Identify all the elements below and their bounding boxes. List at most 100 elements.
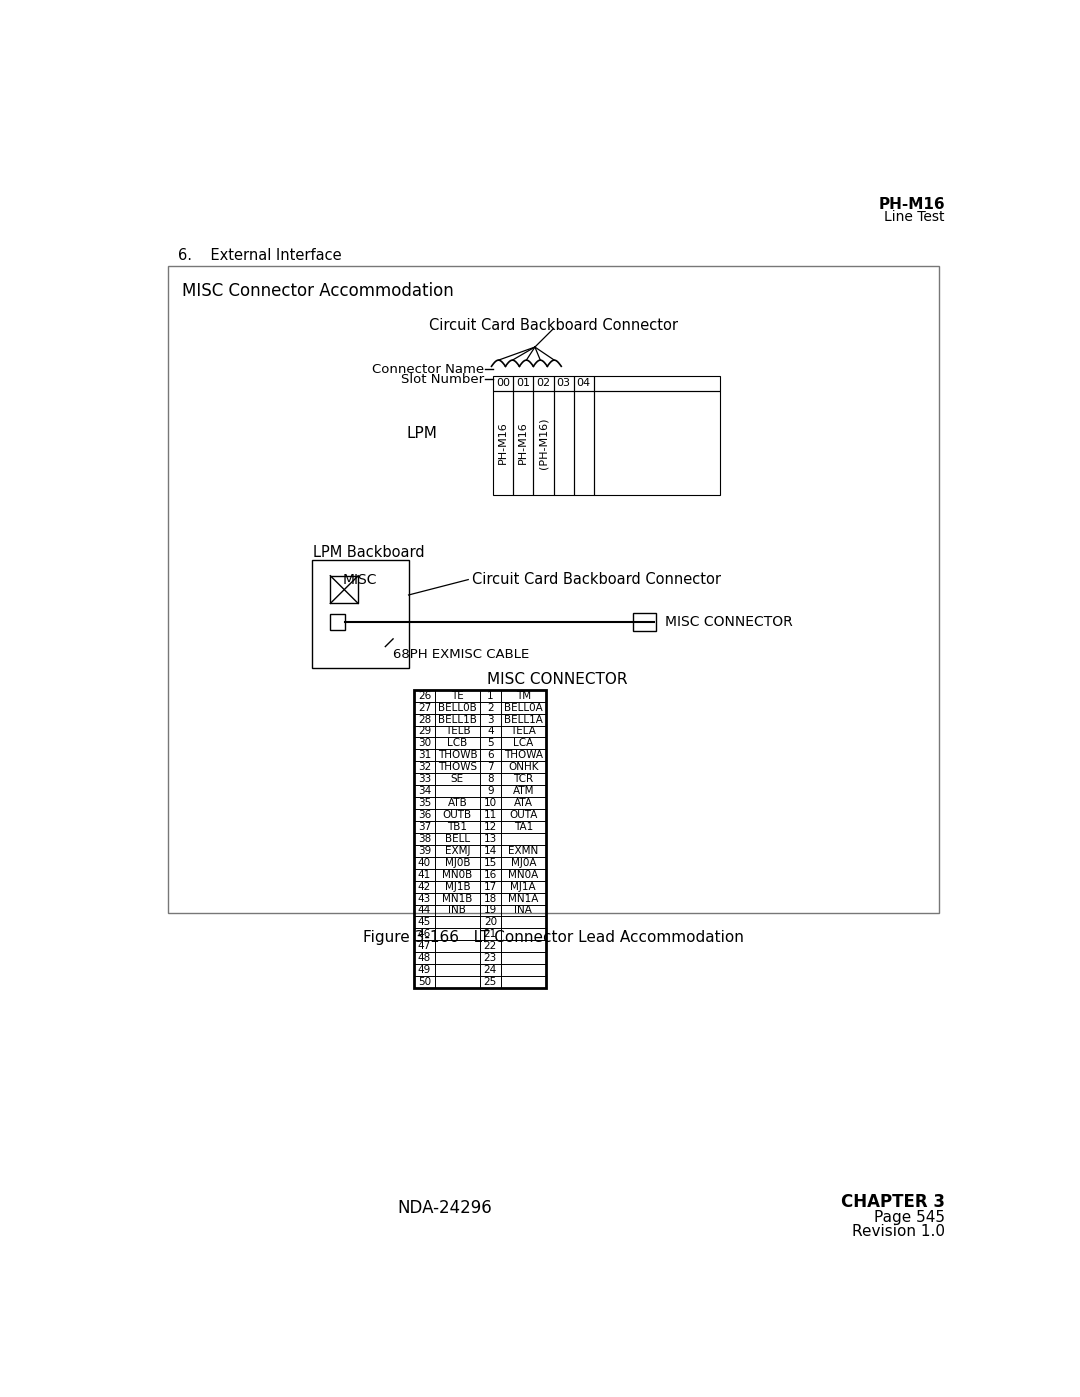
Text: 45: 45 bbox=[418, 918, 431, 928]
Text: 14: 14 bbox=[484, 845, 497, 856]
Text: TA1: TA1 bbox=[514, 821, 532, 833]
Bar bbox=[480, 738, 501, 749]
Text: 8: 8 bbox=[487, 774, 494, 784]
Bar bbox=[494, 376, 513, 391]
Bar bbox=[501, 738, 545, 749]
Text: TCR: TCR bbox=[513, 774, 534, 784]
Text: 1: 1 bbox=[487, 690, 494, 701]
Bar bbox=[501, 893, 545, 904]
Text: 32: 32 bbox=[418, 763, 431, 773]
Bar bbox=[480, 880, 501, 893]
Bar bbox=[414, 821, 435, 833]
Bar bbox=[501, 725, 545, 738]
Bar bbox=[501, 869, 545, 880]
Text: MN0A: MN0A bbox=[509, 870, 539, 880]
Bar bbox=[501, 761, 545, 774]
Bar bbox=[513, 376, 534, 391]
Bar bbox=[480, 725, 501, 738]
Text: 50: 50 bbox=[418, 977, 431, 988]
Bar bbox=[414, 833, 435, 845]
Bar bbox=[554, 376, 573, 391]
Bar bbox=[414, 964, 435, 977]
Bar bbox=[534, 391, 554, 495]
Text: 23: 23 bbox=[484, 953, 497, 964]
Bar bbox=[435, 761, 480, 774]
Text: 46: 46 bbox=[418, 929, 431, 939]
Bar bbox=[330, 576, 359, 604]
Text: TB1: TB1 bbox=[447, 821, 468, 833]
Bar bbox=[435, 893, 480, 904]
Text: 2: 2 bbox=[487, 703, 494, 712]
Text: 6.    External Interface: 6. External Interface bbox=[177, 249, 341, 264]
Bar bbox=[501, 809, 545, 821]
Text: THOWA: THOWA bbox=[503, 750, 543, 760]
Bar bbox=[480, 904, 501, 916]
Bar bbox=[414, 929, 435, 940]
Text: 18: 18 bbox=[484, 894, 497, 904]
Bar bbox=[312, 560, 408, 668]
Bar bbox=[513, 391, 534, 495]
Bar bbox=[501, 940, 545, 953]
Bar bbox=[435, 833, 480, 845]
Bar bbox=[435, 714, 480, 725]
Text: Page 545: Page 545 bbox=[874, 1210, 945, 1225]
Text: Slot Number: Slot Number bbox=[401, 373, 484, 386]
Bar bbox=[435, 749, 480, 761]
Text: 29: 29 bbox=[418, 726, 431, 736]
Bar bbox=[414, 798, 435, 809]
Text: BELL1A: BELL1A bbox=[504, 714, 543, 725]
Text: 39: 39 bbox=[418, 845, 431, 856]
Bar bbox=[480, 821, 501, 833]
Text: Revision 1.0: Revision 1.0 bbox=[852, 1224, 945, 1239]
Bar bbox=[414, 845, 435, 856]
Bar bbox=[414, 880, 435, 893]
Bar bbox=[501, 916, 545, 929]
Text: BELL0B: BELL0B bbox=[438, 703, 476, 712]
Text: OUTA: OUTA bbox=[509, 810, 538, 820]
Text: LPM: LPM bbox=[406, 426, 437, 441]
Bar bbox=[501, 690, 545, 701]
Bar bbox=[554, 391, 573, 495]
Bar bbox=[480, 964, 501, 977]
Text: 02: 02 bbox=[537, 379, 551, 388]
Bar bbox=[501, 785, 545, 798]
Bar bbox=[594, 376, 720, 391]
Bar bbox=[480, 690, 501, 701]
Text: 22: 22 bbox=[484, 942, 497, 951]
Text: MN1A: MN1A bbox=[508, 894, 539, 904]
Text: 36: 36 bbox=[418, 810, 431, 820]
Bar bbox=[480, 869, 501, 880]
Text: 17: 17 bbox=[484, 882, 497, 891]
Text: 37: 37 bbox=[418, 821, 431, 833]
Text: BELL: BELL bbox=[445, 834, 470, 844]
Text: 26: 26 bbox=[418, 690, 431, 701]
Bar bbox=[501, 880, 545, 893]
Text: THOWB: THOWB bbox=[437, 750, 477, 760]
Bar bbox=[435, 738, 480, 749]
Text: 43: 43 bbox=[418, 894, 431, 904]
Text: INA: INA bbox=[514, 905, 532, 915]
Text: 10: 10 bbox=[484, 798, 497, 807]
Bar bbox=[501, 845, 545, 856]
Text: 48: 48 bbox=[418, 953, 431, 964]
Text: 42: 42 bbox=[418, 882, 431, 891]
Text: BELL1B: BELL1B bbox=[438, 714, 477, 725]
Text: (PH-M16): (PH-M16) bbox=[539, 418, 549, 468]
Text: 38: 38 bbox=[418, 834, 431, 844]
Bar bbox=[435, 798, 480, 809]
Bar bbox=[480, 893, 501, 904]
Text: ATB: ATB bbox=[447, 798, 468, 807]
Bar bbox=[414, 953, 435, 964]
Bar bbox=[480, 774, 501, 785]
Bar bbox=[414, 977, 435, 988]
Bar bbox=[414, 761, 435, 774]
Bar bbox=[414, 869, 435, 880]
Text: 19: 19 bbox=[484, 905, 497, 915]
Bar bbox=[480, 749, 501, 761]
Bar bbox=[501, 714, 545, 725]
Text: 41: 41 bbox=[418, 870, 431, 880]
Bar bbox=[435, 904, 480, 916]
Text: 9: 9 bbox=[487, 787, 494, 796]
Bar bbox=[501, 749, 545, 761]
Bar bbox=[414, 916, 435, 929]
